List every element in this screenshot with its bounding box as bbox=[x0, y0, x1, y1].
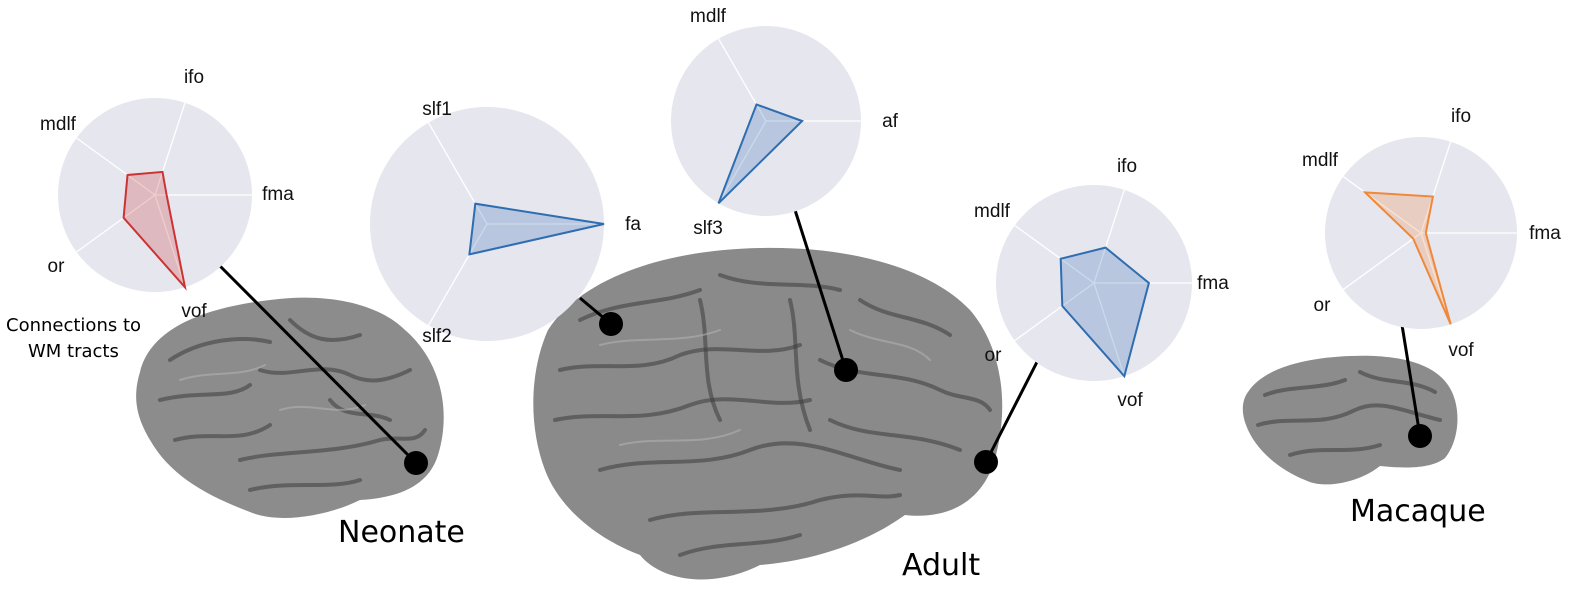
radar-axis-label-ifo: ifo bbox=[184, 67, 204, 88]
radar-axis-label-fma: fma bbox=[1197, 273, 1229, 294]
dot-neonate bbox=[404, 451, 428, 475]
radar-axis-label-ifo: ifo bbox=[1451, 106, 1471, 127]
radar-axis-label-fma: fma bbox=[262, 184, 294, 205]
adult-label: Adult bbox=[902, 548, 980, 583]
radar-axis-label-or: or bbox=[1314, 295, 1332, 316]
radar-adult-2: af mdlf slf3 bbox=[671, 6, 899, 239]
adult-brain bbox=[533, 248, 1002, 580]
radar-axis-label-or: or bbox=[48, 256, 66, 277]
macaque-brain bbox=[1243, 356, 1458, 485]
radar-axis-label-mdlf: mdlf bbox=[974, 201, 1011, 222]
dot-adult-1 bbox=[599, 312, 623, 336]
radar-axis-label-vof: vof bbox=[181, 301, 207, 322]
macaque-label: Macaque bbox=[1350, 494, 1486, 529]
radar-axis-label-af: af bbox=[882, 111, 899, 132]
radar-neonate: fma ifo mdlf or vof bbox=[40, 67, 294, 322]
radar-axis-label-slf1: slf1 bbox=[422, 99, 452, 120]
radar-axis-label-fma: fma bbox=[1529, 223, 1561, 244]
dot-macaque bbox=[1408, 424, 1432, 448]
radar-adult-3: fma ifo mdlf or vof bbox=[974, 156, 1229, 411]
radar-axis-label-mdlf: mdlf bbox=[690, 6, 727, 27]
radar-axis-label-mdlf: mdlf bbox=[1302, 150, 1339, 171]
caption-line-2: WM tracts bbox=[28, 341, 119, 362]
dot-adult-3 bbox=[974, 450, 998, 474]
radar-macaque: fma ifo mdlf or vof bbox=[1302, 106, 1561, 361]
radar-axis-label-slf2: slf2 bbox=[422, 326, 452, 347]
radar-axis-label-vof: vof bbox=[1117, 390, 1143, 411]
radar-axis-label-mdlf: mdlf bbox=[40, 114, 77, 135]
radar-axis-label-or: or bbox=[985, 345, 1003, 366]
radar-axis-label-fa: fa bbox=[625, 214, 641, 235]
radar-axis-label-vof: vof bbox=[1448, 340, 1474, 361]
caption-line-1: Connections to bbox=[6, 315, 141, 336]
neonate-label: Neonate bbox=[338, 515, 465, 550]
radar-axis-label-ifo: ifo bbox=[1117, 156, 1137, 177]
neonate-brain bbox=[136, 298, 444, 518]
dot-adult-2 bbox=[834, 358, 858, 382]
radar-axis-label-slf3: slf3 bbox=[693, 218, 723, 239]
